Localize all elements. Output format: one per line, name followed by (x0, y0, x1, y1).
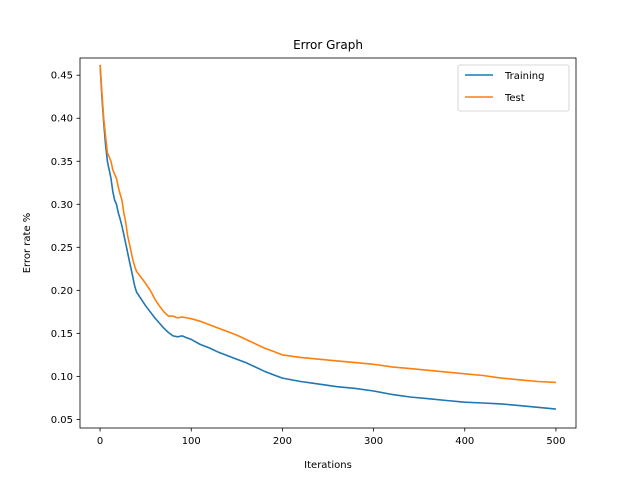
y-tick-label: 0.15 (51, 329, 73, 340)
y-axis-label: Error rate % (22, 213, 33, 274)
y-tick-label: 0.05 (51, 415, 73, 426)
series-line-training (99, 64, 556, 410)
x-tick-label: 200 (273, 436, 292, 447)
y-tick-label: 0.20 (51, 286, 73, 297)
y-tick-label: 0.10 (51, 372, 73, 383)
plot-area (79, 57, 577, 429)
legend-label-training: Training (504, 71, 544, 82)
series-layer (99, 64, 556, 410)
y-axis: 0.05 0.10 0.15 0.20 0.25 0.30 0.35 0.40 0.45 (51, 71, 80, 426)
legend-box (457, 64, 570, 112)
x-tick-label: 300 (364, 436, 383, 447)
legend-label-test: Test (504, 93, 525, 104)
y-tick-label: 0.35 (51, 157, 73, 168)
x-tick-label: 400 (455, 436, 474, 447)
series-line-test (99, 64, 556, 384)
x-axis-label: Iterations (304, 460, 352, 471)
legend: Training Test (457, 64, 570, 112)
x-tick-label: 0 (97, 436, 103, 447)
y-tick-label: 0.40 (51, 114, 73, 125)
x-tick-label: 500 (546, 436, 565, 447)
x-axis: 0 100 200 300 400 500 (97, 428, 565, 447)
axes-frame (79, 57, 577, 429)
y-tick-label: 0.25 (51, 243, 73, 254)
x-tick-label: 100 (182, 436, 201, 447)
y-tick-label: 0.30 (51, 200, 73, 211)
chart-title: Error Graph (293, 38, 363, 52)
y-tick-label: 0.45 (51, 71, 73, 82)
